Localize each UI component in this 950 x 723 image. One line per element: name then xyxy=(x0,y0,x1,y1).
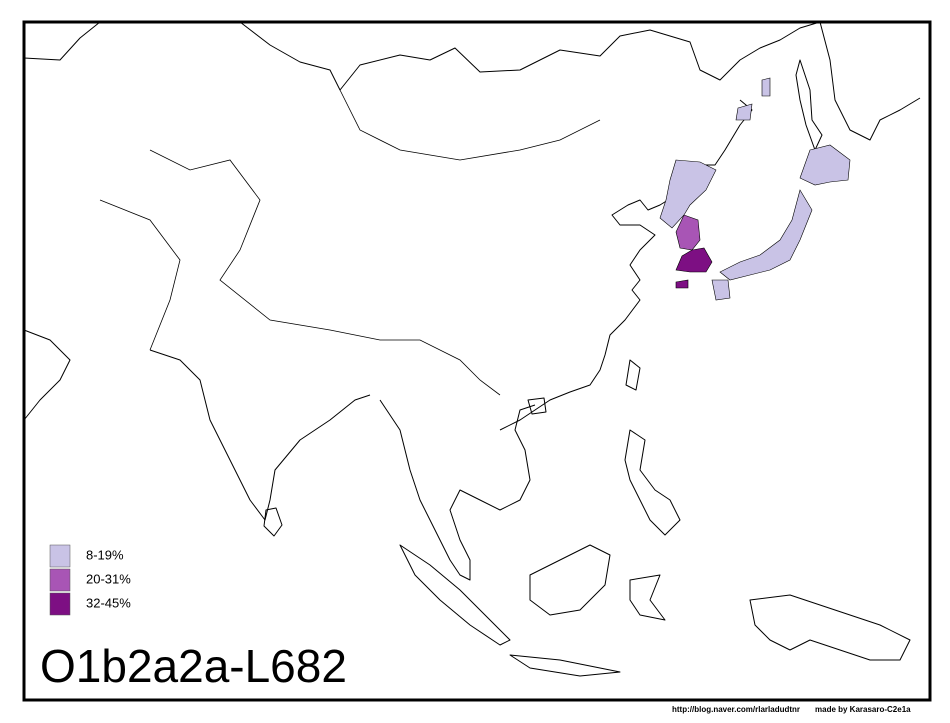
honshu xyxy=(719,189,813,281)
hainan xyxy=(527,397,547,415)
kamchatka-coast xyxy=(819,21,921,141)
asia-outline xyxy=(23,21,821,91)
philippines xyxy=(624,429,681,536)
legend-label: 20-31% xyxy=(86,571,131,586)
korea-south xyxy=(675,247,713,273)
sakhalin-spot xyxy=(761,77,771,97)
jeju xyxy=(675,279,689,289)
legend-swatch xyxy=(49,544,71,568)
distribution xyxy=(659,77,851,301)
map-title: O1b2a2a-L682 xyxy=(40,640,347,692)
borneo xyxy=(529,544,611,616)
taiwan xyxy=(625,359,641,391)
china-borders xyxy=(99,89,601,396)
new-guinea xyxy=(749,594,911,661)
primorye xyxy=(735,103,753,121)
credit-url: http://blog.naver.com/rlarladudtnr xyxy=(672,705,800,714)
sumatra xyxy=(399,544,511,646)
java xyxy=(509,654,621,677)
credit-author: made by Karasaro-C2e1a xyxy=(815,705,911,714)
legend: 8-19% 20-31% 32-45% xyxy=(49,544,131,616)
legend-label: 32-45% xyxy=(86,595,131,610)
indochina xyxy=(379,399,536,581)
legend-label: 8-19% xyxy=(86,547,124,562)
legend-swatch xyxy=(49,568,71,592)
arabia-west xyxy=(23,329,71,421)
sri-lanka xyxy=(263,507,283,537)
map-frame xyxy=(22,20,932,702)
legend-swatch xyxy=(49,592,71,616)
sulawesi xyxy=(629,574,666,621)
kyushu xyxy=(711,279,731,301)
hokkaido xyxy=(799,144,851,186)
